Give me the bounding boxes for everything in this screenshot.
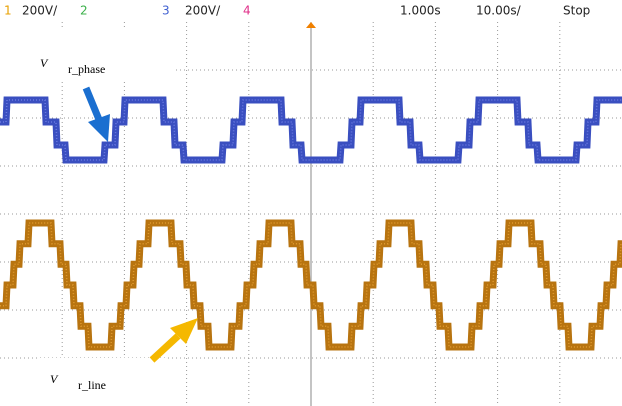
phase-arrow (86, 88, 110, 142)
ch3-scale: 200V/ (185, 4, 221, 18)
timebase: 10.00s/ (476, 4, 522, 18)
line-subscript: r_line (78, 378, 106, 392)
screen: 1 200V/ 2 3 200V/ 4 1.000s 10.00s/ Stop … (0, 0, 622, 406)
ch4-label: 4 (243, 4, 251, 18)
phase-subscript: r_phase (68, 62, 105, 76)
ch1-scale: 200V/ (22, 4, 58, 18)
delay: 1.000s (400, 4, 441, 18)
line-arrow (152, 318, 198, 360)
trigger-marker (306, 22, 316, 28)
ch1-label: 1 (4, 4, 12, 18)
oscilloscope-screen: 1 200V/ 2 3 200V/ 4 1.000s 10.00s/ Stop … (0, 0, 622, 406)
ch2-label: 2 (80, 4, 88, 18)
run-status: Stop (563, 4, 590, 18)
ch3-label: 3 (162, 4, 170, 18)
status-bar (0, 0, 622, 22)
